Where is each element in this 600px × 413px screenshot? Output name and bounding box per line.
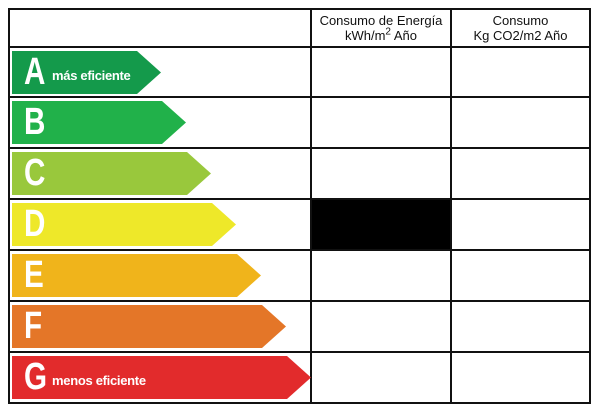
grid-line	[8, 249, 591, 251]
energy-rating-table: Consumo de Energía kWh/m2 Año Consumo Kg…	[8, 8, 591, 404]
rating-sublabel: menos eficiente	[52, 373, 146, 388]
co2-header-line1: Consumo	[492, 13, 549, 28]
rating-letter: A	[24, 51, 45, 93]
rating-letter: F	[24, 305, 42, 347]
rating-letter: B	[24, 101, 45, 143]
rating-row-c: C	[10, 149, 310, 196]
rating-arrow-e	[12, 254, 261, 297]
rating-letter: C	[24, 152, 45, 194]
grid-line	[450, 8, 452, 404]
grid-line	[8, 147, 591, 149]
rating-letter: E	[24, 254, 44, 296]
energy-rating-marker	[312, 200, 450, 249]
grid-line	[8, 96, 591, 98]
rating-arrow-d	[12, 203, 236, 246]
grid-line	[8, 300, 591, 302]
rating-arrow-g	[12, 356, 311, 399]
rating-row-f: F	[10, 302, 310, 349]
energy-consumption-header: Consumo de Energía kWh/m2 Año	[312, 10, 450, 46]
grid-line	[8, 8, 10, 404]
grid-line	[310, 8, 312, 404]
grid-line	[8, 8, 591, 10]
rating-arrow-c	[12, 152, 211, 195]
grid-line	[8, 402, 591, 404]
rating-sublabel: más eficiente	[52, 68, 131, 83]
co2-consumption-header: Consumo Kg CO2/m2 Año	[452, 10, 589, 46]
co2-header-line2: Kg CO2/m2 Año	[473, 28, 568, 43]
grid-line	[8, 46, 591, 48]
grid-line	[8, 198, 591, 200]
energy-unit-suffix: Año	[390, 28, 418, 43]
rating-row-e: E	[10, 251, 310, 298]
energy-unit: kWh/m	[344, 28, 386, 43]
rating-arrow-f	[12, 305, 286, 348]
grid-line	[589, 8, 591, 404]
rating-letter: G	[24, 356, 47, 398]
energy-header-line1: Consumo de Energía	[319, 13, 443, 28]
rating-letter: D	[24, 203, 45, 245]
energy-header-line2: kWh/m2 Año	[344, 26, 418, 43]
rating-row-d: D	[10, 200, 310, 247]
energy-unit-exponent: 2	[385, 26, 391, 38]
grid-line	[8, 351, 591, 353]
rating-arrow-a	[12, 51, 161, 94]
rating-arrow-b	[12, 101, 186, 144]
rating-row-b: B	[10, 98, 310, 145]
